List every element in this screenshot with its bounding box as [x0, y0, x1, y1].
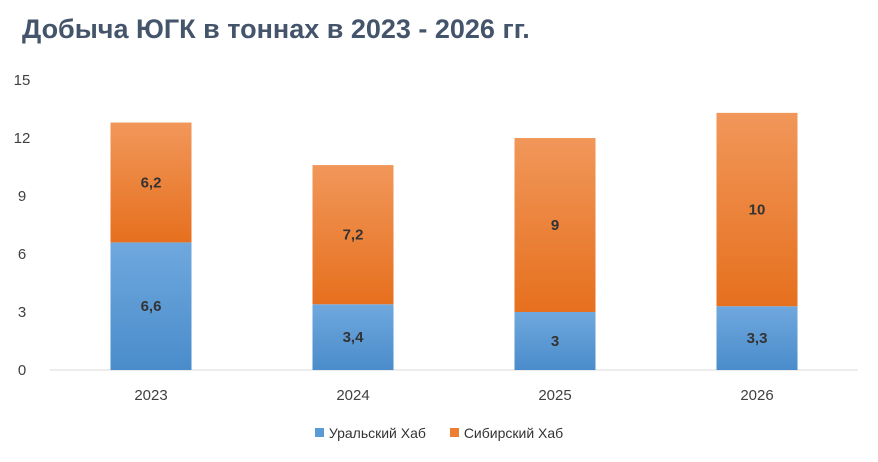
data-label: 3	[551, 333, 559, 350]
data-label: 6,6	[141, 298, 162, 315]
data-label: 9	[551, 217, 559, 234]
bar-sibir-2026	[716, 112, 798, 307]
x-tick-label: 2024	[336, 387, 369, 404]
x-tick-label: 2026	[740, 387, 773, 404]
legend-swatch-sibir	[449, 428, 459, 437]
legend-item-ural: Уральский Хаб	[314, 424, 426, 441]
bar-ural-2023	[110, 242, 192, 370]
bar-sibir-2024	[312, 165, 394, 305]
x-tick-label: 2023	[134, 387, 167, 404]
data-label: 3,3	[747, 330, 768, 347]
y-tick-label: 3	[18, 304, 26, 321]
bar-ural-2024	[312, 304, 394, 370]
y-tick-label: 9	[18, 188, 26, 205]
bar-sibir-2023	[110, 122, 192, 243]
data-label: 10	[749, 202, 766, 219]
legend: Уральский Хаб Сибирский Хаб	[0, 424, 878, 441]
y-tick-label: 15	[14, 72, 31, 89]
y-tick-label: 12	[14, 130, 31, 147]
legend-item-sibir: Сибирский Хаб	[449, 424, 564, 441]
y-tick-label: 6	[18, 246, 26, 263]
bar-ural-2025	[514, 312, 596, 370]
chart-plot: 0 3 6 9 12 15 6,6 6,2 3,4 7,2 3 9 3,3 10 2023 2024 202…	[14, 72, 858, 404]
bar-ural-2026	[716, 306, 798, 370]
chart-title: Добыча ЮГК в тоннах в 2023 - 2026 гг.	[22, 14, 530, 44]
y-tick-label: 0	[18, 362, 26, 379]
legend-label-ural: Уральский Хаб	[328, 424, 426, 441]
legend-swatch-ural	[314, 428, 324, 437]
legend-label-sibir: Сибирский Хаб	[463, 424, 564, 441]
data-label: 6,2	[141, 174, 162, 191]
data-label: 7,2	[343, 227, 364, 244]
data-label: 3,4	[343, 329, 365, 346]
bar-sibir-2025	[514, 138, 596, 312]
x-tick-label: 2025	[538, 387, 571, 404]
